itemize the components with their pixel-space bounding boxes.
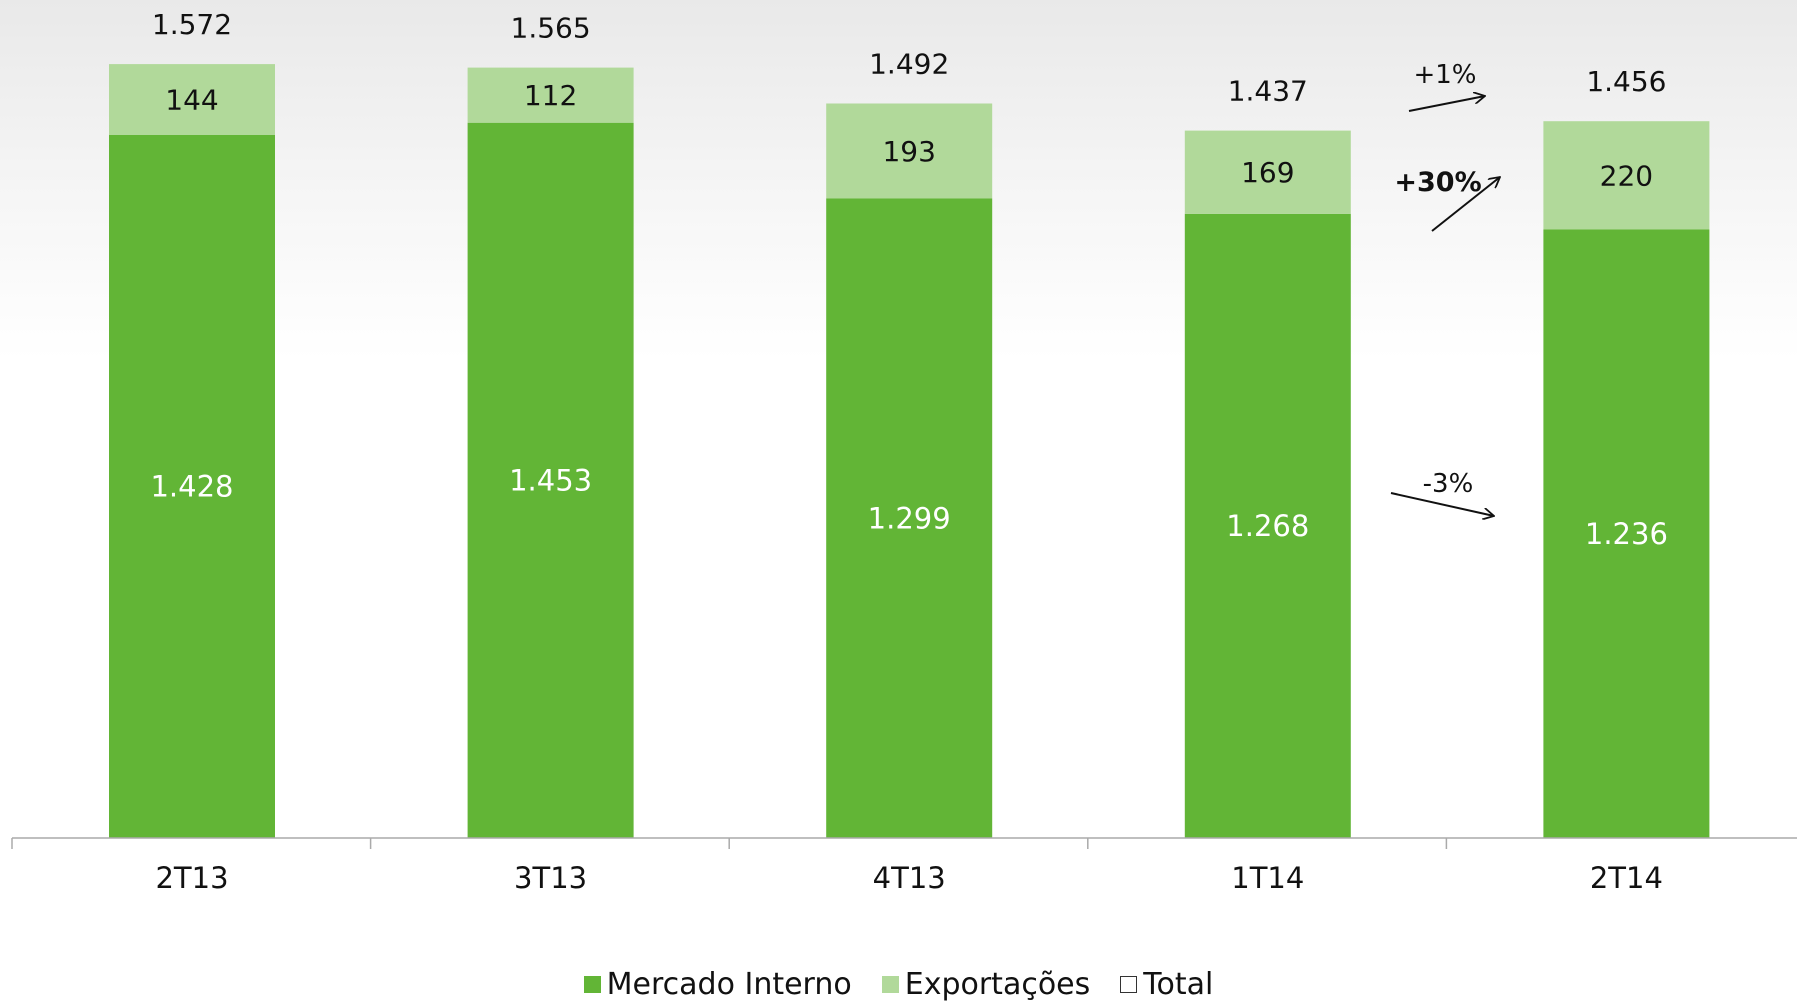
bar-exportacoes-2t14 xyxy=(1543,121,1710,230)
data-label-exportacoes-3t13: 112 xyxy=(524,79,577,112)
bar-exportacoes-1t14 xyxy=(1184,130,1351,214)
total-label-2t14: 1.456 xyxy=(1586,65,1666,98)
legend-label-total: Total xyxy=(1143,967,1214,1002)
annotations: +1% +30% -3% xyxy=(1390,60,1500,516)
legend-label-mercado-interno: Mercado Interno xyxy=(606,967,852,1002)
data-label-exportacoes-2t13: 144 xyxy=(165,84,218,117)
legend-label-exportacoes: Exportações xyxy=(904,967,1091,1002)
data-label-mercado-interno-4t13: 1.299 xyxy=(868,501,951,535)
exports-growth-arrow xyxy=(1431,177,1500,232)
bar-mercado-interno-3t13 xyxy=(467,122,634,838)
total-growth-label: +1% xyxy=(1413,60,1476,90)
legend-item-exportacoes: Exportações xyxy=(881,967,1091,1002)
data-label-mercado-interno-3t13: 1.453 xyxy=(509,463,592,497)
bar-mercado-interno-2t14 xyxy=(1543,229,1710,838)
exports-growth-label: +30% xyxy=(1394,167,1481,198)
bars-layer: 1.428 144 1.572 1.453 112 1.565 1.299 193 1.492 1… xyxy=(109,8,1710,839)
legend-swatch-exportacoes xyxy=(881,976,899,993)
total-label-2t13: 1.572 xyxy=(152,8,232,41)
x-axis: 2T13 3T13 4T13 1T14 2T14 xyxy=(11,837,1797,895)
x-tick-label-2t14: 2T14 xyxy=(1590,861,1663,895)
bar-exportacoes-2t13 xyxy=(109,64,275,135)
legend: Mercado Interno Exportações Total xyxy=(0,967,1797,1002)
domestic-change-label: -3% xyxy=(1423,469,1474,499)
bar-exportacoes-4t13 xyxy=(826,103,993,199)
data-label-mercado-interno-2t14: 1.236 xyxy=(1585,517,1668,551)
bar-exportacoes-3t13 xyxy=(467,67,634,123)
total-label-1t14: 1.437 xyxy=(1228,75,1308,108)
legend-swatch-total xyxy=(1120,976,1138,993)
total-label-3t13: 1.565 xyxy=(511,12,591,45)
legend-item-total: Total xyxy=(1120,967,1213,1002)
data-label-exportacoes-4t13: 193 xyxy=(882,135,935,168)
x-tick-label-1t14: 1T14 xyxy=(1231,861,1304,895)
total-growth-arrow xyxy=(1408,96,1485,112)
bar-mercado-interno-1t14 xyxy=(1184,213,1351,839)
x-tick-label-2t13: 2T13 xyxy=(155,861,228,895)
x-tick-label-3t13: 3T13 xyxy=(514,861,587,895)
data-label-exportacoes-1t14: 169 xyxy=(1241,156,1294,189)
data-label-mercado-interno-1t14: 1.268 xyxy=(1226,509,1309,543)
total-label-4t13: 1.492 xyxy=(869,48,949,81)
legend-swatch-mercado-interno xyxy=(583,976,601,993)
domestic-change-arrow xyxy=(1390,492,1494,516)
bar-mercado-interno-2t13 xyxy=(109,135,275,838)
x-tick-label-4t13: 4T13 xyxy=(873,861,946,895)
data-label-mercado-interno-2t13: 1.428 xyxy=(150,470,233,504)
bar-mercado-interno-4t13 xyxy=(826,198,993,838)
data-label-exportacoes-2t14: 220 xyxy=(1600,159,1653,192)
legend-item-mercado-interno: Mercado Interno xyxy=(583,967,852,1002)
